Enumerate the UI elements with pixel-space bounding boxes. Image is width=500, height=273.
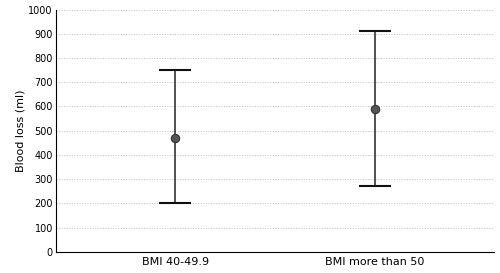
Y-axis label: Blood loss (ml): Blood loss (ml): [16, 90, 26, 172]
